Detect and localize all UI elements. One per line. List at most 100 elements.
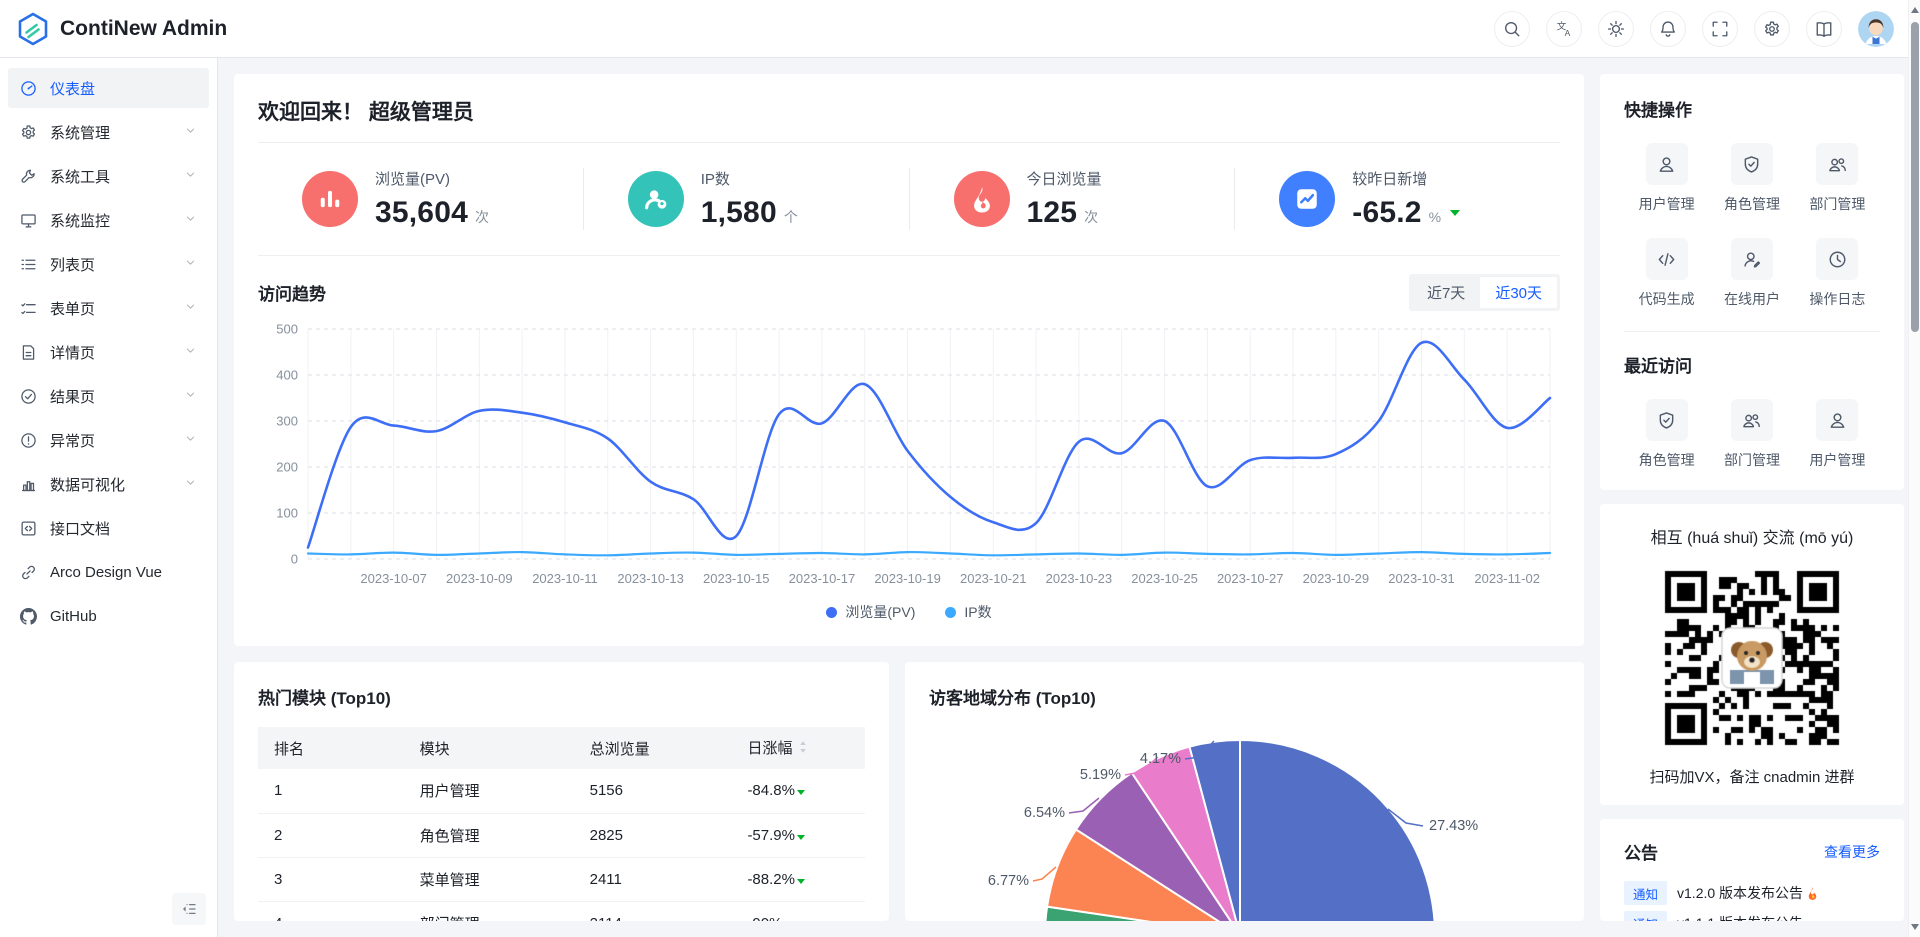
sidebar-item-form-page[interactable]: 表单页 [8, 288, 209, 328]
tab-last-30-days[interactable]: 近30天 [1480, 277, 1557, 308]
quick-item-label: 用户管理 [1809, 452, 1866, 468]
users-icon [1816, 143, 1859, 185]
quick-action-2[interactable]: 角色管理 [1709, 143, 1794, 214]
gauge-icon [20, 80, 37, 97]
chevron-down-icon [184, 344, 197, 361]
table-row: 3 菜单管理 2411 -88.2% [258, 857, 865, 902]
sidebar-item-label: 表单页 [50, 300, 96, 318]
stat-card-3: 今日浏览量 125 次 [908, 168, 1235, 230]
svg-text:500: 500 [276, 322, 298, 337]
svg-text:2023-10-09: 2023-10-09 [446, 571, 512, 586]
notice-tag-badge: 通知 [1624, 881, 1668, 905]
fullscreen-button[interactable] [1702, 10, 1738, 47]
sidebar-item-dashboard[interactable]: 仪表盘 [8, 68, 209, 108]
search-icon [1503, 20, 1521, 38]
chevron-down-icon [184, 300, 197, 317]
clock-icon [1816, 238, 1859, 280]
quick-action-6[interactable]: 操作日志 [1795, 238, 1880, 309]
sidebar-item-label: 系统工具 [50, 168, 111, 186]
sidebar-item-data-visualization[interactable]: 数据可视化 [8, 464, 209, 504]
quick-action-1[interactable]: 用户管理 [1624, 143, 1709, 214]
github-icon [20, 607, 37, 625]
overview-card: 欢迎回来！ 超级管理员 浏览量(PV) 35,604 次 IP数 1,580 个… [234, 74, 1584, 646]
shield-check-icon [1730, 143, 1773, 185]
stat-label: 今日浏览量 [1026, 171, 1102, 188]
user-avatar[interactable] [1858, 10, 1894, 47]
sidebar-item-api-docs[interactable]: 接口文档 [8, 508, 209, 548]
theme-button[interactable] [1598, 10, 1634, 47]
recent-visit-1[interactable]: 角色管理 [1624, 399, 1709, 470]
view-more-link[interactable]: 查看更多 [1824, 843, 1880, 860]
cell-change: -84.8% [731, 769, 865, 814]
quick-actions-card: 快捷操作 用户管理 角色管理 部门管理 代码生成 在线用户 操作日志 最近访问 角色管理部… [1600, 74, 1904, 490]
chevron-down-icon [184, 476, 197, 493]
quick-action-4[interactable]: 代码生成 [1624, 238, 1709, 309]
qr-title: 相互 (huá shuǐ) 交流 (mō yú) [1650, 530, 1854, 547]
sidebar-item-label: 数据可视化 [50, 476, 126, 494]
cell-module: 用户管理 [403, 769, 574, 814]
sidebar-collapse-button[interactable] [172, 893, 206, 925]
legend-label: IP数 [964, 604, 992, 620]
scrollbar-down-arrow[interactable] [1911, 924, 1919, 930]
quick-action-3[interactable]: 部门管理 [1795, 143, 1880, 214]
announcement-list: 通知 v1.2.0 版本发布公告通知 v1.1.1 版本发布公告通知 v1.1.… [1624, 878, 1880, 921]
main-content: 欢迎回来！ 超级管理员 浏览量(PV) 35,604 次 IP数 1,580 个… [218, 58, 1920, 937]
legend-item[interactable]: IP数 [945, 602, 992, 622]
svg-text:2023-10-17: 2023-10-17 [789, 571, 856, 586]
chevron-down-icon [184, 432, 197, 449]
quick-action-5[interactable]: 在线用户 [1709, 238, 1794, 309]
announcement-item[interactable]: 通知 v1.2.0 版本发布公告 [1624, 878, 1880, 908]
notifications-button[interactable] [1650, 10, 1686, 47]
notice-tag-badge: 通知 [1624, 911, 1668, 921]
list-icon [20, 256, 37, 273]
sidebar-item-system-tools[interactable]: 系统工具 [8, 156, 209, 196]
trend-down-icon [796, 878, 805, 884]
window-scrollbar[interactable] [1908, 0, 1920, 937]
cell-views: 5156 [573, 769, 732, 814]
table-row: 2 角色管理 2825 -57.9% [258, 813, 865, 858]
sidebar-item-detail-page[interactable]: 详情页 [8, 332, 209, 372]
tab-last-7-days[interactable]: 近7天 [1426, 285, 1466, 302]
svg-text:400: 400 [276, 368, 298, 383]
link-icon [20, 564, 37, 581]
announcements-card: 公告 查看更多 通知 v1.2.0 版本发布公告通知 v1.1.1 版本发布公告… [1600, 819, 1904, 921]
sidebar-item-arco-design-vue[interactable]: Arco Design Vue [8, 552, 209, 592]
svg-text:2023-10-19: 2023-10-19 [874, 571, 941, 586]
sidebar-item-exception-page[interactable]: 异常页 [8, 420, 209, 460]
sidebar-item-system-management[interactable]: 系统管理 [8, 112, 209, 152]
sidebar-item-result-page[interactable]: 结果页 [8, 376, 209, 416]
monitor-icon [20, 212, 37, 229]
cell-change: -90% [731, 901, 865, 921]
qr-code-image [1654, 560, 1850, 756]
recent-visit-3[interactable]: 用户管理 [1795, 399, 1880, 470]
scrollbar-up-arrow[interactable] [1911, 7, 1919, 13]
sort-icon[interactable] [798, 739, 808, 759]
sidebar-item-system-monitor[interactable]: 系统监控 [8, 200, 209, 240]
column-header: 模块 [403, 727, 574, 769]
user-icon [1645, 143, 1688, 185]
bell-icon [1659, 20, 1677, 38]
users-icon [1730, 399, 1773, 441]
recent-visit-2[interactable]: 部门管理 [1709, 399, 1794, 470]
sidebar-item-list-page[interactable]: 列表页 [8, 244, 209, 284]
docs-button[interactable] [1806, 10, 1842, 47]
legend-item[interactable]: 浏览量(PV) [826, 602, 915, 622]
sidebar-menu: 仪表盘 系统管理系统工具系统监控 列表页表单页详情页 结果页异常页数据可视化接口文档 A… [8, 68, 209, 636]
code-square-icon [20, 520, 37, 537]
sidebar-item-label: 异常页 [50, 432, 96, 450]
svg-text:100: 100 [276, 506, 298, 521]
app-logo[interactable]: ContiNew Admin [16, 12, 227, 46]
svg-text:27.43%: 27.43% [1429, 818, 1478, 834]
search-button[interactable] [1494, 10, 1530, 47]
stat-value: -65.2 [1352, 196, 1422, 229]
sidebar-item-label: 接口文档 [50, 520, 111, 538]
column-header: 排名 [258, 727, 404, 769]
settings-button[interactable] [1754, 10, 1790, 47]
chart-bar-icon [20, 476, 37, 493]
chevron-down-icon [184, 168, 197, 185]
stats-row: 浏览量(PV) 35,604 次 IP数 1,580 个 今日浏览量 125 次… [258, 143, 1560, 255]
scrollbar-thumb[interactable] [1911, 22, 1919, 332]
announcement-item[interactable]: 通知 v1.1.1 版本发布公告 [1624, 908, 1880, 921]
sidebar-item-github[interactable]: GitHub [8, 596, 209, 636]
